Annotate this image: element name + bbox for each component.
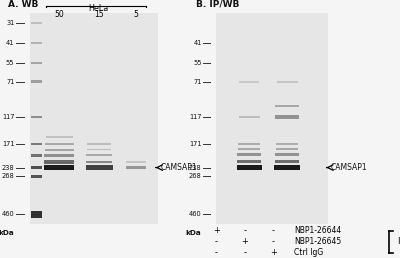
Bar xyxy=(216,13,328,224)
Bar xyxy=(276,143,298,145)
Bar xyxy=(31,116,42,118)
Text: +: + xyxy=(242,237,248,246)
Bar xyxy=(237,165,262,170)
Text: HeLa: HeLa xyxy=(88,4,108,13)
Bar xyxy=(237,154,261,156)
Text: 117: 117 xyxy=(2,114,14,120)
Text: -: - xyxy=(215,237,218,246)
Text: CAMSAP1: CAMSAP1 xyxy=(161,163,198,172)
Text: -: - xyxy=(272,227,275,235)
Bar xyxy=(44,160,74,164)
Bar xyxy=(238,143,260,145)
Bar xyxy=(31,22,42,23)
Bar xyxy=(31,175,42,178)
Text: 238: 238 xyxy=(189,165,202,171)
Bar xyxy=(275,116,299,119)
Bar xyxy=(45,143,74,146)
Bar xyxy=(46,136,73,138)
Text: IP: IP xyxy=(397,237,400,246)
Text: B. IP/WB: B. IP/WB xyxy=(196,0,239,9)
Bar xyxy=(31,154,42,157)
Text: 268: 268 xyxy=(2,173,14,179)
Bar xyxy=(126,161,146,163)
Bar xyxy=(238,148,260,150)
Bar xyxy=(239,116,260,118)
Text: 41: 41 xyxy=(193,39,202,46)
Text: -: - xyxy=(244,248,246,257)
Bar xyxy=(44,154,74,157)
Text: 55: 55 xyxy=(6,60,14,67)
Text: 171: 171 xyxy=(189,141,202,147)
Text: Ctrl IgG: Ctrl IgG xyxy=(294,248,323,257)
Bar xyxy=(31,42,42,44)
Bar xyxy=(86,165,113,170)
Text: +: + xyxy=(270,248,277,257)
Text: A. WB: A. WB xyxy=(8,0,38,9)
Text: CAMSAP1: CAMSAP1 xyxy=(331,163,368,172)
Text: NBP1-26645: NBP1-26645 xyxy=(294,237,341,246)
Text: 71: 71 xyxy=(6,79,14,85)
Text: 50: 50 xyxy=(54,10,64,19)
Bar xyxy=(239,81,259,83)
Bar xyxy=(44,165,74,170)
Bar xyxy=(275,154,299,156)
Bar xyxy=(31,80,42,83)
Text: -: - xyxy=(244,227,246,235)
Text: 71: 71 xyxy=(193,79,202,85)
Text: -: - xyxy=(272,237,275,246)
Text: 55: 55 xyxy=(193,60,202,67)
Bar xyxy=(31,166,42,169)
Bar xyxy=(87,143,111,145)
Bar xyxy=(274,165,300,170)
Text: 460: 460 xyxy=(2,211,14,217)
Text: -: - xyxy=(215,248,218,257)
Bar xyxy=(276,81,298,83)
Text: 41: 41 xyxy=(6,39,14,46)
Bar xyxy=(275,160,299,163)
Bar xyxy=(86,161,112,163)
Text: kDa: kDa xyxy=(0,230,14,236)
Text: 268: 268 xyxy=(189,173,202,179)
Bar xyxy=(276,148,298,150)
Text: 5: 5 xyxy=(134,10,138,19)
Text: kDa: kDa xyxy=(186,230,202,236)
Text: 460: 460 xyxy=(189,211,202,217)
Bar xyxy=(31,211,42,218)
Bar xyxy=(87,149,111,150)
Bar xyxy=(86,154,112,156)
Text: NBP1-26644: NBP1-26644 xyxy=(294,227,341,235)
Bar xyxy=(30,13,158,224)
Text: +: + xyxy=(213,227,220,235)
Bar xyxy=(126,166,146,169)
Bar xyxy=(275,105,299,107)
Text: 238: 238 xyxy=(2,165,14,171)
Bar xyxy=(237,160,261,163)
Text: 171: 171 xyxy=(2,141,14,147)
Text: 31: 31 xyxy=(6,20,14,26)
Bar xyxy=(31,143,42,145)
Bar xyxy=(31,62,42,64)
Text: 15: 15 xyxy=(94,10,104,19)
Bar xyxy=(45,149,74,151)
Text: 117: 117 xyxy=(189,114,202,120)
